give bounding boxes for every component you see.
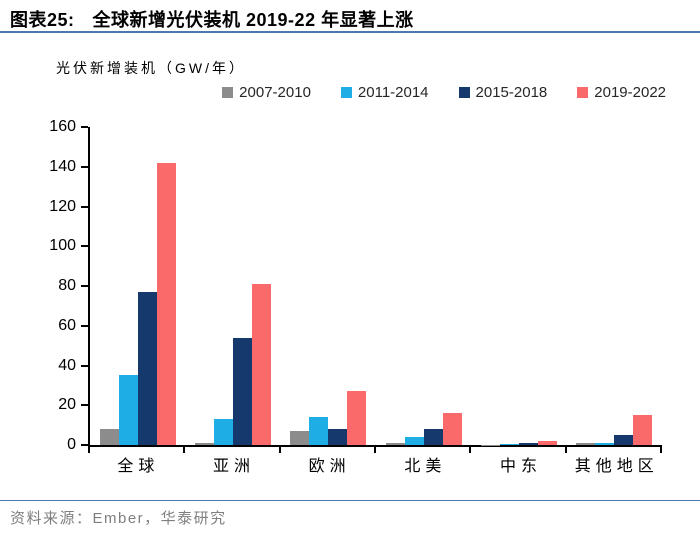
bar — [480, 444, 500, 445]
bar — [614, 435, 634, 445]
bar — [423, 429, 443, 445]
bar — [442, 413, 462, 445]
y-axis-tick-label: 0 — [67, 436, 76, 453]
bar — [251, 284, 271, 445]
bar — [194, 443, 214, 445]
legend-label: 2011-2014 — [357, 84, 429, 101]
y-axis-unit-label: 光伏新增装机（GW/年） — [56, 60, 246, 76]
header-rule — [0, 31, 700, 33]
y-axis-tick-mark — [81, 285, 88, 287]
x-axis-tick-mark — [278, 447, 281, 453]
legend-item: 2007-2010 — [222, 84, 311, 101]
y-axis-tick-mark — [81, 444, 88, 446]
y-axis-tick-label: 100 — [49, 237, 76, 255]
y-axis-tick-mark — [81, 205, 88, 208]
bar-groups — [90, 127, 662, 445]
x-axis-category-label: 亚洲 — [213, 458, 256, 475]
bar — [156, 162, 176, 445]
bar — [499, 444, 519, 445]
bar-group — [90, 127, 185, 445]
bar — [290, 431, 310, 445]
bar — [404, 437, 424, 445]
bar-group — [471, 127, 566, 445]
y-axis-tick-label: 80 — [58, 277, 76, 294]
x-axis-tick-mark — [374, 447, 376, 453]
bar — [347, 391, 367, 445]
bar — [537, 441, 557, 445]
legend-item: 2015-2018 — [458, 84, 548, 101]
bar-group — [567, 127, 662, 445]
y-axis-tick-mark — [81, 364, 88, 367]
bar — [518, 443, 538, 445]
y-axis-tick-mark — [81, 245, 88, 248]
legend-label: 2007-2010 — [239, 84, 311, 101]
bar — [232, 337, 252, 445]
y-axis-tick-mark — [81, 404, 88, 407]
bar — [213, 419, 233, 445]
x-axis-category-label: 中东 — [500, 458, 543, 475]
legend-swatch-icon — [222, 87, 234, 98]
bar — [328, 429, 348, 445]
x-axis-tick-mark — [88, 447, 90, 453]
x-axis-category-label: 欧洲 — [308, 458, 351, 475]
y-axis-tick-label: 20 — [58, 396, 76, 414]
y-axis-tick-mark — [81, 126, 88, 128]
legend-swatch-icon — [577, 87, 589, 98]
bar — [576, 443, 596, 445]
bar-group — [376, 127, 471, 445]
figure-number: 图表25: — [10, 10, 75, 30]
legend-item: 2011-2014 — [340, 84, 429, 101]
legend-label: 2019-2022 — [594, 84, 666, 101]
legend-swatch-icon — [458, 87, 470, 98]
y-axis-tick-mark — [81, 324, 88, 327]
bar — [595, 443, 615, 445]
plot-area — [88, 127, 662, 447]
x-axis-category-label: 北美 — [404, 458, 447, 475]
source-note: 资料来源：Ember，华泰研究 — [10, 510, 227, 527]
x-axis-category-label: 其他地区 — [574, 458, 659, 475]
x-axis-category-labels: 全球 亚洲 欧洲 北美 中东 其他地区 — [88, 452, 662, 476]
bar-group — [281, 127, 376, 445]
y-axis-tick-label: 60 — [58, 316, 76, 334]
y-axis-tick-label: 160 — [49, 118, 76, 135]
x-axis-tick-mark — [469, 447, 472, 453]
figure-title: 全球新增光伏装机 2019-22 年显著上涨 — [92, 10, 414, 30]
y-axis-tick-label: 140 — [49, 157, 76, 175]
legend-item: 2019-2022 — [577, 84, 666, 101]
bar — [99, 429, 119, 445]
bar — [118, 375, 138, 445]
legend-label: 2015-2018 — [475, 84, 548, 101]
bar — [633, 415, 653, 445]
bar — [309, 417, 329, 445]
x-axis-tick-mark — [183, 447, 186, 453]
y-axis-tick-label: 40 — [58, 356, 76, 374]
footer-rule — [0, 500, 700, 501]
x-axis-tick-mark — [660, 447, 662, 453]
bar — [385, 443, 405, 445]
x-axis-category-label: 全球 — [117, 458, 160, 475]
bar-group — [185, 127, 280, 445]
figure-header: 图表25: 全球新增光伏装机 2019-22 年显著上涨 — [10, 6, 414, 32]
x-axis-tick-mark — [564, 447, 567, 453]
legend: 2007-2010 2011-2014 2015-2018 2019-2022 — [0, 84, 700, 101]
y-axis-tick-label: 120 — [49, 197, 76, 215]
bar — [137, 291, 157, 445]
legend-swatch-icon — [340, 87, 352, 98]
y-axis-tick-mark — [81, 165, 88, 168]
